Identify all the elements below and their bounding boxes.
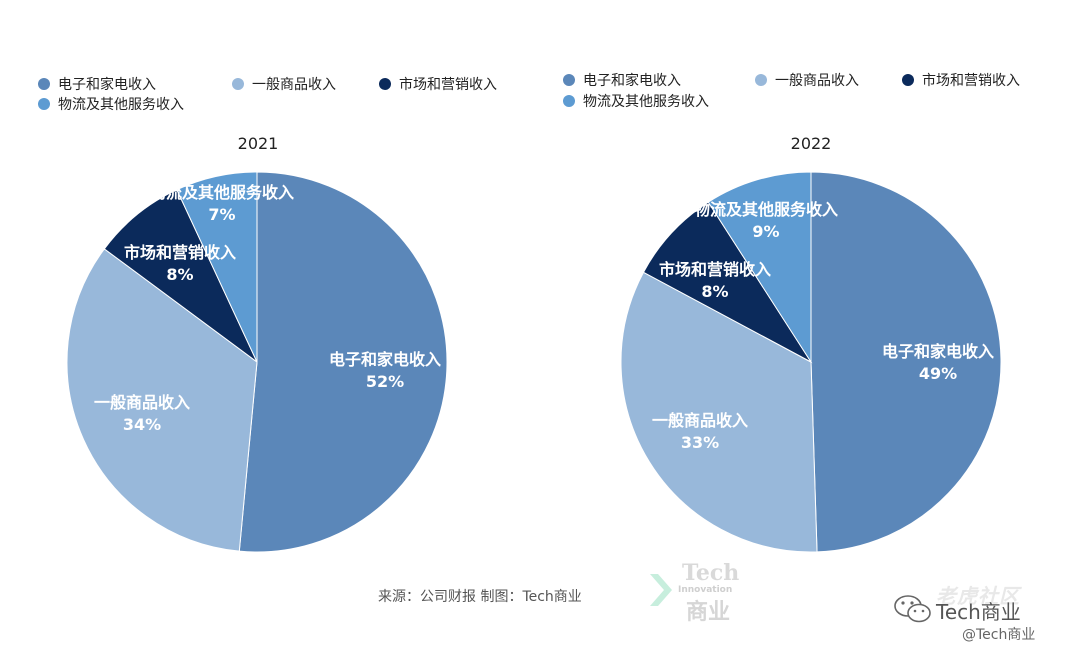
legend-item-electronics: 电子和家电收入 [563,72,681,90]
source-note: 来源：公司财报 制图：Tech商业 [378,589,582,605]
legend-dot [38,78,50,90]
pie-slice-electronics [238,171,448,553]
legend-left: 电子和家电收入 一般商品收入 市场和营销收入 物流及其他服务收入 [0,0,540,120]
legend-item-general: 一般商品收入 [232,76,336,94]
legend-item-general: 一般商品收入 [755,72,859,90]
slice-label-general: 一般商品收入 [94,393,190,412]
slice-label-electronics: 电子和家电收入 [882,342,994,361]
watermark-logo-tech: Tech [682,560,740,586]
pie-slice-marketing [103,189,258,363]
legend-dot [232,78,244,90]
pie-slice-general [620,271,818,553]
watermark-logo-innovation: Innovation [678,585,733,595]
slice-label-marketing: 市场和营销收入 [659,260,771,279]
pie-chart-2021: 电子和家电收入 52% 一般商品收入 34% 市场和营销收入 8% 物流及其他服务收入 7% [66,171,448,553]
slice-value-electronics: 49% [919,364,957,383]
slice-label-marketing: 市场和营销收入 [124,243,236,262]
slice-value-general: 33% [681,433,719,452]
legend-label: 物流及其他服务收入 [58,97,184,113]
slice-value-logistics: 7% [208,205,235,224]
pie-slice-electronics [810,171,1002,553]
pie-slice-logistics [176,171,258,363]
pie-slice-logistics [707,171,812,364]
legend-dot [563,95,575,107]
chart-title-2022: 2022 [790,134,832,153]
pie-slice-marketing [642,201,813,364]
slice-label-general: 一般商品收入 [652,411,748,430]
slice-value-logistics: 9% [752,222,779,241]
legend-dot [902,74,914,86]
legend-dot [755,74,767,86]
legend-label: 市场和营销收入 [922,73,1020,89]
pie-chart-2022: 电子和家电收入 49% 一般商品收入 33% 市场和营销收入 8% 物流及其他服务收入 9% [620,171,1002,553]
watermark-account: Tech商业 [936,600,1021,624]
legend-label: 电子和家电收入 [58,77,156,93]
legend-item-electronics: 电子和家电收入 [38,76,156,94]
slice-value-electronics: 52% [366,372,404,391]
slice-label-logistics: 物流及其他服务收入 [150,183,294,202]
slice-value-marketing: 8% [166,265,193,284]
legend-label: 一般商品收入 [252,77,336,93]
watermark-logo-cn: 商业 [686,600,731,625]
slice-label-electronics: 电子和家电收入 [329,350,441,369]
legend-right: 电子和家电收入 一般商品收入 市场和营销收入 物流及其他服务收入 [0,0,1080,120]
legend-label: 电子和家电收入 [583,73,681,89]
legend-dot [379,78,391,90]
legend-item-marketing: 市场和营销收入 [379,76,497,94]
legend-item-logistics: 物流及其他服务收入 [38,96,184,114]
legend-label: 市场和营销收入 [399,77,497,93]
watermark-handle: @Tech商业 [962,627,1036,643]
legend-label: 物流及其他服务收入 [583,94,709,110]
legend-label: 一般商品收入 [775,73,859,89]
watermark-site: 老虎社区 [936,584,1020,608]
legend-item-marketing: 市场和营销收入 [902,72,1020,90]
wechat-icon [894,595,931,623]
legend-item-logistics: 物流及其他服务收入 [563,93,709,111]
legend-dot [563,74,575,86]
pie-slice-general [66,248,258,552]
slice-label-logistics: 物流及其他服务收入 [694,200,838,219]
tech-logo-arrow-icon [650,574,672,606]
slice-value-marketing: 8% [701,282,728,301]
chart-title-2021: 2021 [237,134,279,153]
legend-dot [38,98,50,110]
slice-value-general: 34% [123,415,161,434]
